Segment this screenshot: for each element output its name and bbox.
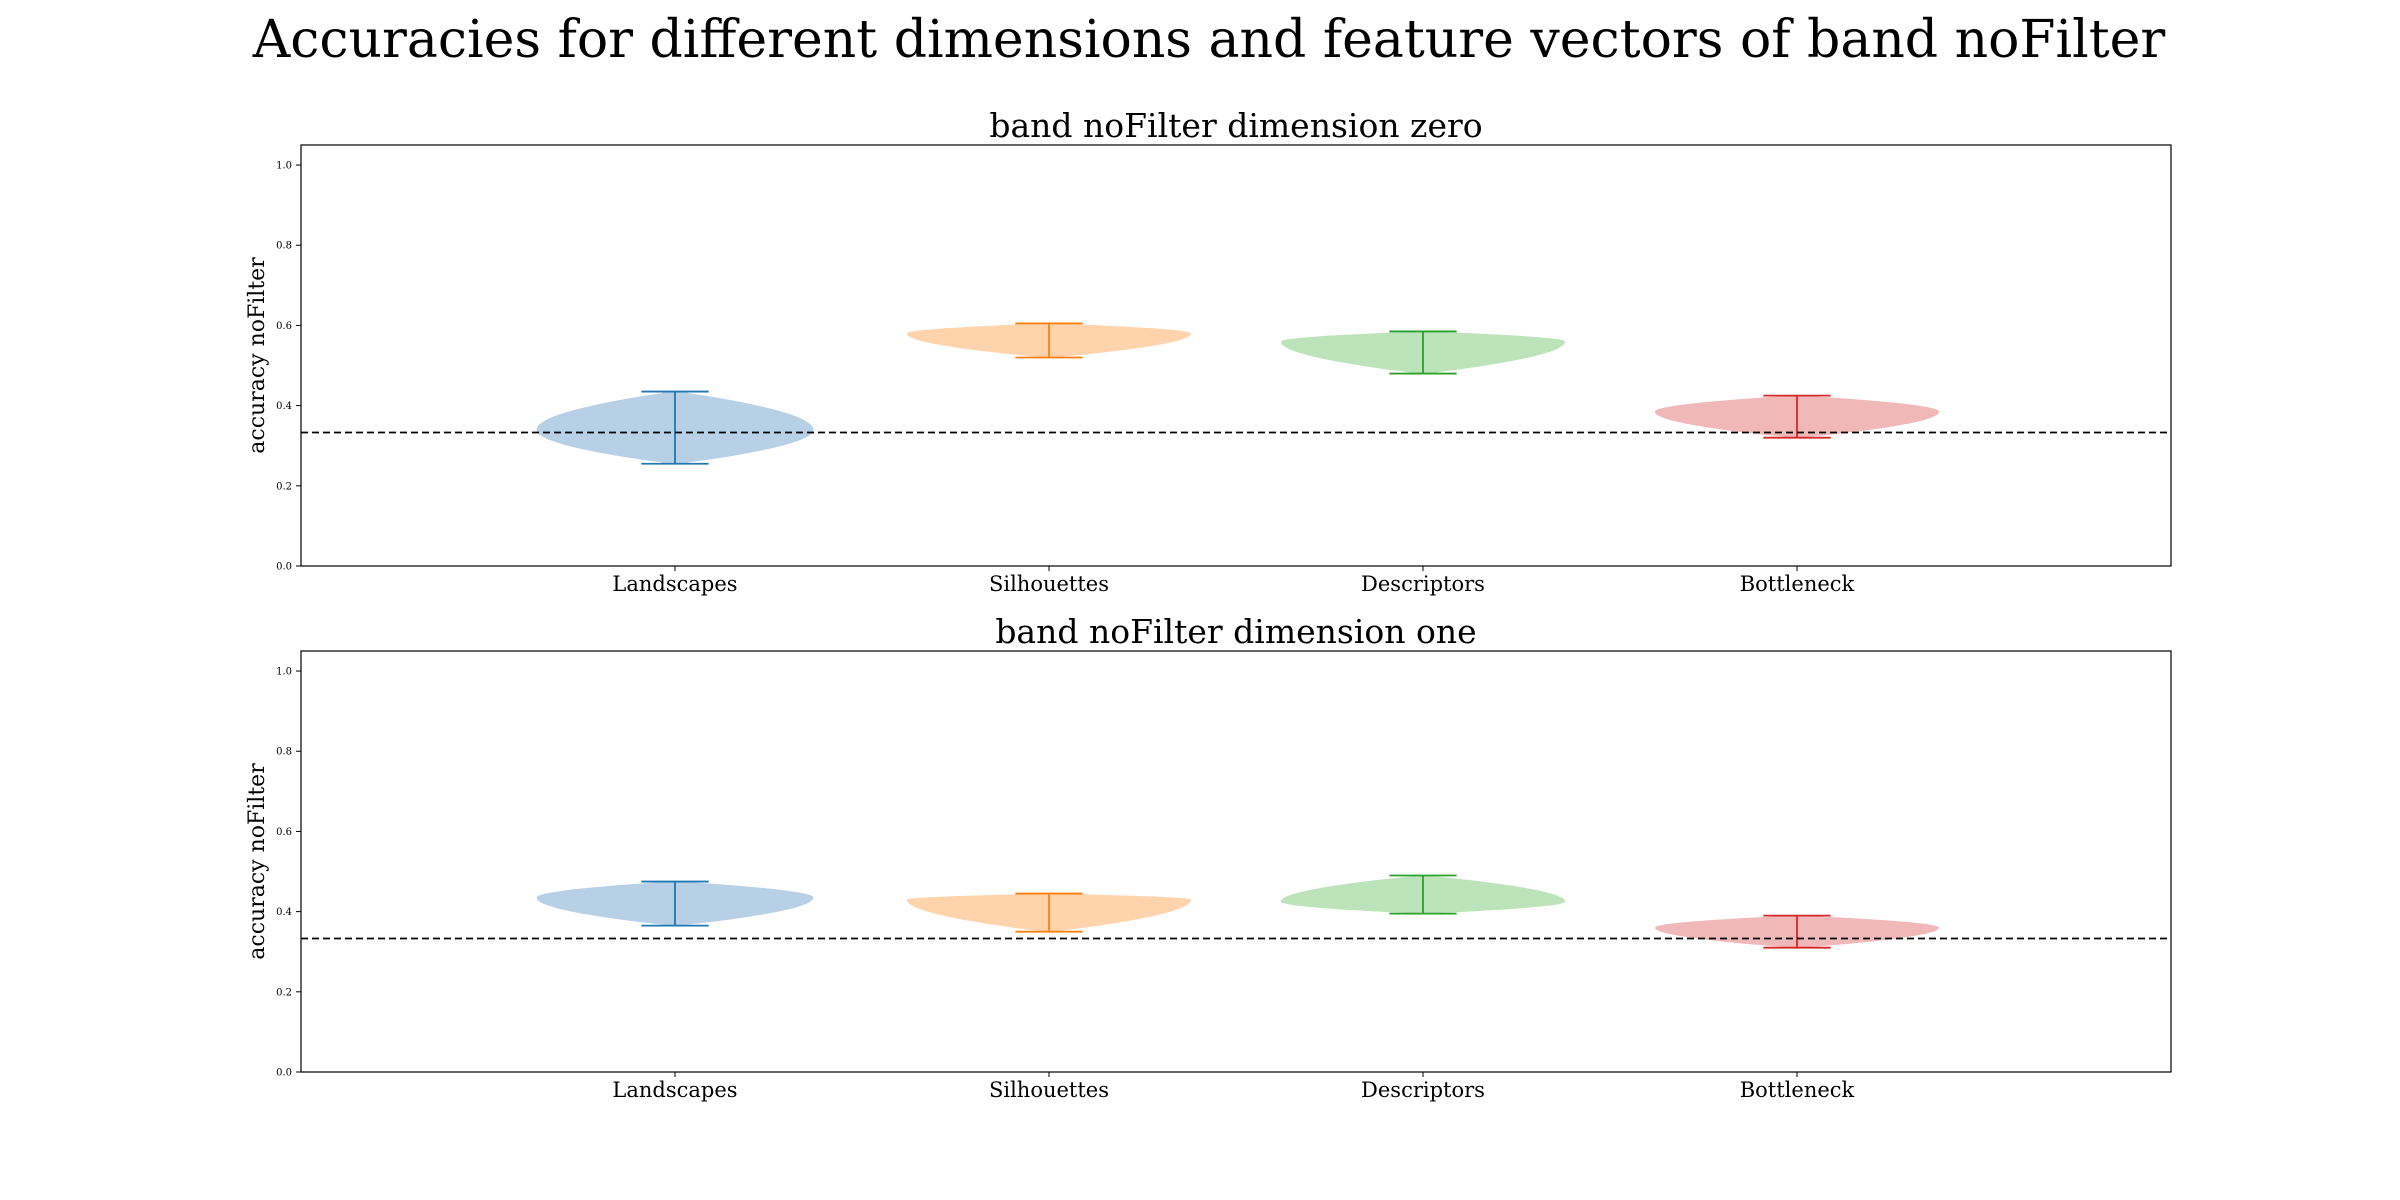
y-tick-label: 0.2 <box>276 987 292 998</box>
axes-frame <box>300 144 2172 567</box>
y-tick-label: 1.0 <box>276 161 292 172</box>
y-tick-label: 0.8 <box>276 747 292 758</box>
x-tick-label-descriptors: Descriptors <box>1361 1078 1485 1102</box>
x-tick-label-descriptors: Descriptors <box>1361 572 1485 596</box>
x-tick-label-bottleneck: Bottleneck <box>1740 572 1855 596</box>
y-axis-label: accuracy noFilter <box>245 763 270 960</box>
axes-dimension-one: band noFilter dimension one accuracy noFi… <box>245 612 2172 1102</box>
axes-title: band noFilter dimension one <box>995 612 1476 651</box>
y-tick-label: 0.2 <box>276 481 292 492</box>
axes-title: band noFilter dimension zero <box>989 106 1482 145</box>
axes-dimension-zero: band noFilter dimension zero accuracy noF… <box>245 106 2172 596</box>
y-tick-label: 0.4 <box>276 401 292 412</box>
x-tick-label-bottleneck: Bottleneck <box>1740 1078 1855 1102</box>
axes-frame <box>300 650 2172 1073</box>
y-tick-label: 1.0 <box>276 667 292 678</box>
y-tick-label: 0.8 <box>276 241 292 252</box>
y-tick-label: 0.6 <box>276 321 292 332</box>
x-tick-label-silhouettes: Silhouettes <box>989 1078 1109 1102</box>
x-tick-label-silhouettes: Silhouettes <box>989 572 1109 596</box>
y-tick-label: 0.4 <box>276 907 292 918</box>
y-tick-label: 0.0 <box>276 1068 292 1079</box>
x-tick-label-landscapes: Landscapes <box>612 572 737 596</box>
y-tick-label: 0.0 <box>276 562 292 573</box>
y-axis-label: accuracy noFilter <box>245 257 270 454</box>
figure-suptitle: Accuracies for different dimensions and … <box>252 10 2166 70</box>
y-tick-label: 0.6 <box>276 827 292 838</box>
x-tick-label-landscapes: Landscapes <box>612 1078 737 1102</box>
